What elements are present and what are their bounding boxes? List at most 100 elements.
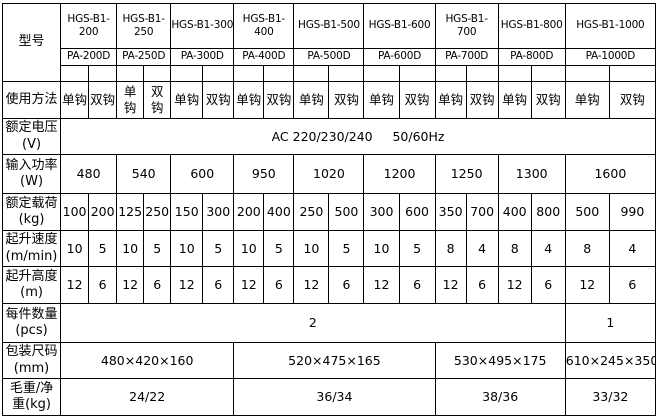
spacer-cell — [564, 65, 610, 82]
model-code-cell: PA-800D — [497, 48, 566, 66]
hook-type-cell: 双钩 — [202, 81, 235, 119]
table-row: 额定电压 (V) AC 220/230/240 50/60Hz — [1, 118, 656, 155]
spacer-cell — [293, 65, 330, 82]
speed-value-cell: 4 — [465, 230, 499, 267]
package-size-cell: 520×475×165 — [233, 342, 436, 379]
speed-value-cell: 10 — [233, 230, 265, 267]
height-value-cell: 12 — [363, 266, 400, 304]
height-value-cell: 12 — [60, 266, 90, 304]
table-row: 输入功率 (W) 480 540 600 950 1020 1200 1250 1300 1600 — [1, 154, 657, 194]
speed-value-cell: 8 — [564, 230, 610, 267]
table-row: 额定载荷 (kg) 100 200 125 250 150 300 200 400 250 500 3… — [1, 193, 657, 231]
spacer-cell — [233, 65, 265, 82]
load-value-cell: 125 — [116, 193, 145, 231]
hook-type-cell: 双 钩 — [143, 81, 172, 119]
height-value-cell: 12 — [497, 266, 532, 304]
row-label-weight: 毛重/净 重(kg) — [1, 378, 62, 416]
height-value-cell: 12 — [170, 266, 204, 304]
spacer-cell — [465, 65, 499, 82]
table-row: 使用方法 单钩 双钩单 钩双 钩单钩 双钩 单钩 双钩 单钩 双钩 单钩 双钩 单钩 双钩 单钩 双钩 单钩… — [1, 81, 657, 119]
load-value-cell: 350 — [434, 193, 467, 231]
load-value-cell: 100 — [60, 193, 90, 231]
row-label-power: 输入功率 (W) — [1, 154, 62, 194]
speed-value-cell: 10 — [363, 230, 400, 267]
row-label-qty: 每件数量 (pcs) — [1, 303, 62, 343]
height-value-cell: 6 — [143, 266, 172, 304]
table-row: 起升高度 (m) 12 6 12 6 12 6 12 6 12 6 12 6 12 6 12 6 12 6 — [1, 266, 657, 304]
speed-value-cell: 5 — [143, 230, 172, 267]
height-value-cell: 6 — [88, 266, 118, 304]
load-value-cell: 200 — [233, 193, 265, 231]
load-value-cell: 700 — [465, 193, 499, 231]
row-label-speed: 起升速度 (m/min) — [1, 230, 62, 267]
weight-value-cell: 38/36 — [434, 378, 566, 416]
power-value-cell: 950 — [233, 154, 295, 194]
spacer-cell — [116, 65, 145, 82]
hook-type-cell: 单钩 — [564, 81, 610, 119]
package-size-cell: 610×245×350 — [564, 342, 657, 379]
power-value-cell: 1600 — [564, 154, 657, 194]
spacer-cell — [398, 65, 436, 82]
load-value-cell: 990 — [608, 193, 657, 231]
load-value-cell: 200 — [88, 193, 118, 231]
hook-type-cell: 单钩 — [497, 81, 532, 119]
power-value-cell: 540 — [116, 154, 172, 194]
model-name-cell: HGS-B1- 250 — [116, 3, 172, 49]
height-value-cell: 12 — [564, 266, 610, 304]
speed-value-cell: 8 — [497, 230, 532, 267]
model-name-cell: HGS-B1-1000 — [564, 3, 657, 49]
hook-type-cell: 单钩 — [363, 81, 400, 119]
voltage-value-cell: AC 220/230/240 50/60Hz — [60, 118, 656, 155]
hook-type-cell: 单 钩 — [116, 81, 145, 119]
speed-value-cell: 10 — [60, 230, 90, 267]
spacer-cell — [328, 65, 365, 82]
speed-value-cell: 5 — [88, 230, 118, 267]
load-value-cell: 400 — [263, 193, 295, 231]
spacer-cell — [608, 65, 657, 82]
weight-value-cell: 33/32 — [564, 378, 657, 416]
speed-value-cell: 10 — [116, 230, 145, 267]
speed-value-cell: 10 — [293, 230, 330, 267]
spacer-cell — [530, 65, 566, 82]
load-value-cell: 600 — [398, 193, 436, 231]
speed-value-cell: 4 — [530, 230, 566, 267]
load-value-cell: 250 — [293, 193, 330, 231]
height-value-cell: 6 — [202, 266, 235, 304]
height-value-cell: 6 — [263, 266, 295, 304]
table-row: PA-200D PA-250D PA-300D PA-400D PA-500D PA-60… — [3, 48, 657, 66]
speed-value-cell: 8 — [434, 230, 467, 267]
load-value-cell: 300 — [202, 193, 235, 231]
model-code-cell: PA-300D — [170, 48, 235, 66]
speed-value-cell: 5 — [398, 230, 436, 267]
spacer-cell — [143, 65, 172, 82]
package-size-cell: 480×420×160 — [60, 342, 235, 379]
package-size-cell: 530×495×175 — [434, 342, 566, 379]
hook-type-cell: 双钩 — [530, 81, 566, 119]
row-label-voltage: 额定电压 (V) — [1, 118, 62, 155]
spacer-cell — [202, 65, 235, 82]
qty-value-cell: 1 — [564, 303, 657, 343]
spacer-cell — [497, 65, 532, 82]
power-value-cell: 1020 — [293, 154, 365, 194]
hook-type-cell: 单钩 — [434, 81, 467, 119]
spacer-cell — [170, 65, 204, 82]
model-code-cell: PA-250D — [116, 48, 172, 66]
qty-value-cell: 2 — [60, 303, 566, 343]
table-row: 型号 HGS-B1- 200 HGS-B1- 250 HGS-B1-300 HGS-B1… — [1, 3, 657, 82]
hook-type-cell: 双钩 — [328, 81, 365, 119]
model-code-cell: PA-700D — [434, 48, 499, 66]
power-value-cell: 1250 — [434, 154, 499, 194]
load-value-cell: 500 — [328, 193, 365, 231]
height-value-cell: 6 — [328, 266, 365, 304]
hook-type-cell: 单钩 — [233, 81, 265, 119]
model-code-cell: PA-1000D — [564, 48, 657, 66]
model-name-cell: HGS-B1-500 — [293, 3, 365, 49]
model-name-cell: HGS-B1-300 — [170, 3, 235, 49]
model-code-cell: PA-200D — [60, 48, 118, 66]
height-value-cell: 6 — [530, 266, 566, 304]
power-value-cell: 1300 — [497, 154, 566, 194]
spacer-cell — [363, 65, 400, 82]
height-value-cell: 6 — [608, 266, 657, 304]
load-value-cell: 500 — [564, 193, 610, 231]
